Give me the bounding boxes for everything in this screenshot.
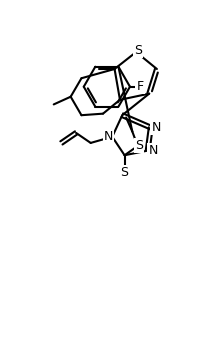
Text: N: N [148, 144, 158, 157]
Text: S: S [135, 140, 143, 152]
Text: S: S [134, 44, 142, 57]
Text: N: N [151, 121, 161, 134]
Text: N: N [104, 130, 113, 143]
Text: S: S [121, 166, 129, 179]
Text: F: F [136, 80, 144, 93]
